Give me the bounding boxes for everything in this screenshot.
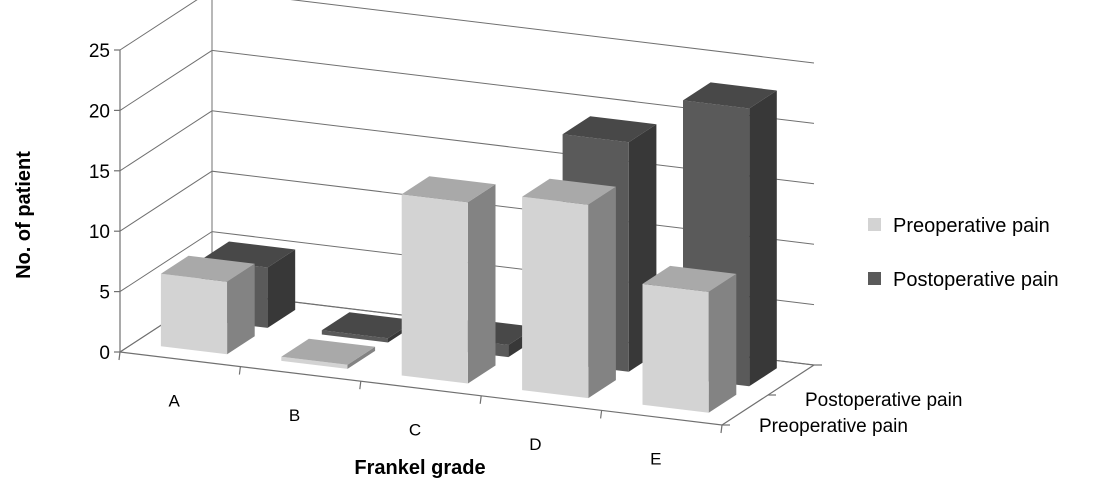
bar-side [749,90,777,387]
bar-side [467,184,496,384]
bar-top [642,265,737,292]
bar-front [522,196,589,399]
bar-top [160,255,255,282]
legend-swatch-postoperative [868,272,881,285]
x-tick-mark [720,424,723,434]
bar-top [401,176,496,203]
depth-label-back: Postoperative pain [805,390,962,411]
bar-preoperative-B [281,338,376,369]
depth-axis-labels: Postoperative pain Preoperative pain [722,364,962,437]
bar-side [708,273,737,413]
legend-label-postoperative: Postoperative pain [893,269,1059,291]
bar-side [227,263,255,355]
x-tick-mark [600,410,603,419]
bar-side [588,186,616,399]
legend-label-preoperative: Preoperative pain [893,215,1050,237]
x-category-label: D [529,435,541,454]
x-category-label: B [289,406,300,425]
bar-top [281,338,376,365]
x-tick-mark [359,381,362,390]
category-labels: A B C D E [118,351,723,469]
x-category-label: C [409,421,421,440]
bar-top [321,312,416,339]
bar-top [522,178,616,205]
bar-front [642,283,709,413]
bar-side [347,346,376,369]
x-tick-mark [118,351,121,361]
bar-front [160,273,228,355]
x-category-label: E [650,450,661,469]
y-tick-label: 25 [89,41,110,62]
bar-preoperative-E [642,265,737,413]
bar-top [562,116,657,143]
x-category-label: A [169,391,181,410]
x-axis-title: Frankel grade [354,457,485,479]
y-tick-label: 15 [89,162,110,183]
bar-preoperative-D [522,178,616,399]
gridline [119,0,815,64]
x-tick-mark [479,395,482,404]
legend: Preoperative pain Postoperative pain [868,215,1059,291]
bar-preoperative-A [160,255,255,355]
bar-preoperative-C [401,176,496,384]
legend-swatch-preoperative [868,218,881,231]
y-tick-label: 20 [89,101,110,122]
bar-front [281,356,348,369]
y-tick-labels: 0 5 10 15 20 25 [89,41,120,364]
y-tick-label: 0 [99,343,110,364]
bars [160,82,777,413]
depth-label-front: Preoperative pain [759,416,908,437]
y-axis-title: No. of patient [13,151,35,279]
bar-side [267,249,296,328]
x-tick-mark [238,366,241,375]
y-tick-label: 10 [89,222,110,243]
bar-front [401,194,468,384]
bar-top [683,82,777,109]
bar-front [321,330,388,343]
bar-postoperative-B [321,312,416,343]
y-tick-label: 5 [99,283,110,304]
